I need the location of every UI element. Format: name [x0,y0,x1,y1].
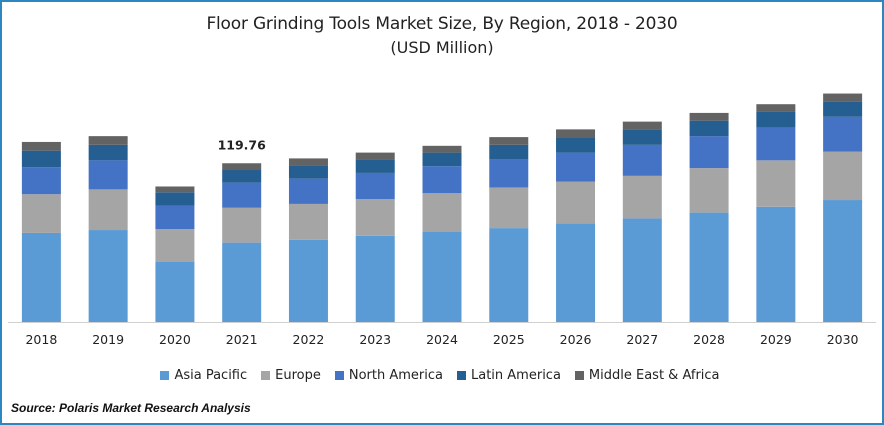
chart-legend: Asia Pacific Europe North America Latin Ame… [0,368,880,383]
bar-segment-2027-europe [622,175,662,219]
x-tick-label: 2025 [493,332,525,347]
bar-segment-2026-asia-pacific [556,223,596,322]
bar-segment-2021-latin-america [222,170,262,183]
bar-segment-2028-north-america [689,136,729,169]
bar-segment-2023-north-america [355,172,395,200]
bar-segment-2030-asia-pacific [823,200,863,322]
x-tick-label: 2020 [159,332,191,347]
x-tick-label: 2026 [560,332,592,347]
bar-segment-2021-asia-pacific [222,242,262,322]
bar-segment-2026-middle-east-africa [556,129,596,138]
bar-segment-2023-asia-pacific [355,235,395,322]
bar-segment-2022-asia-pacific [288,239,328,322]
bar-segment-2024-latin-america [422,152,462,167]
bar-segment-2021-north-america [222,182,262,208]
legend-swatch [160,371,170,380]
bar-segment-2026-latin-america [556,137,596,153]
legend-swatch [574,371,584,380]
legend-item-latin-america: Latin America [457,368,561,383]
legend-swatch [457,371,466,380]
legend-label: North America [348,368,443,383]
bar-segment-2023-middle-east-africa [355,152,395,160]
bar-segment-2020-north-america [155,205,195,230]
chart-title: Floor Grinding Tools Market Size, By Reg… [206,14,678,34]
bar-segment-2019-middle-east-africa [88,136,128,145]
bar-segment-2019-north-america [88,160,128,190]
x-tick-label: 2018 [25,332,57,347]
bar-segment-2025-asia-pacific [489,228,529,322]
x-tick-label: 2028 [693,332,725,347]
bar-segment-2021-middle-east-africa [222,163,262,171]
bar-segment-2030-north-america [823,116,863,152]
bar-segment-2027-middle-east-africa [622,121,662,130]
bar-segment-2025-middle-east-africa [489,137,529,145]
bar-segment-2019-asia-pacific [88,230,128,322]
x-tick-label: 2023 [359,332,391,347]
legend-label: Asia Pacific [174,368,248,383]
bar-segment-2026-europe [556,181,596,224]
bar-segment-2020-middle-east-africa [155,186,195,193]
legend-label: Europe [275,368,321,383]
bar-segment-2028-latin-america [689,120,729,137]
bar-segment-2019-europe [88,189,128,231]
bar-segment-2029-asia-pacific [756,206,796,322]
bar-segment-2022-north-america [288,178,328,204]
bar-segment-2029-europe [756,160,796,207]
bar-segment-2024-asia-pacific [422,231,462,322]
bar-segment-2022-latin-america [288,165,328,179]
bar-segment-2030-middle-east-africa [823,93,863,102]
x-tick-label: 2024 [426,332,458,347]
bar-segment-2024-north-america [422,166,462,194]
bar-segment-2020-asia-pacific [155,261,195,322]
legend-swatch [261,371,271,380]
bar-segment-2018-middle-east-africa [21,141,61,151]
bar-segment-2025-europe [489,187,529,229]
legend-swatch [334,371,344,380]
bar-segment-2023-europe [355,199,395,236]
bar-segment-2027-latin-america [622,129,662,145]
legend-item-europe: Europe [261,368,321,383]
bar-segment-2018-latin-america [21,150,61,168]
chart-subtitle: (USD Million) [390,38,494,57]
bar-segment-2023-latin-america [355,159,395,173]
x-tick-label: 2030 [827,332,859,347]
x-tick-label: 2019 [92,332,124,347]
bar-segment-2027-asia-pacific [622,218,662,322]
x-tick-label: 2029 [760,332,792,347]
bar-segment-2029-north-america [756,127,796,161]
x-tick-label: 2022 [293,332,325,347]
bar-segment-2029-middle-east-africa [756,104,796,112]
bar-segment-2018-asia-pacific [21,232,61,322]
bar-segment-2025-latin-america [489,144,529,160]
bar-segment-2025-north-america [489,159,529,188]
bar-segment-2028-asia-pacific [689,212,729,322]
bar-segment-2021-europe [222,207,262,243]
legend-item-middle-east-africa: Middle East & Africa [574,368,720,383]
bar-segment-2020-europe [155,229,195,262]
bar-segment-2027-north-america [622,144,662,176]
bar-segment-2024-middle-east-africa [422,145,462,153]
legend-label: Latin America [471,368,561,383]
legend-item-asia-pacific: Asia Pacific [160,368,247,383]
bar-segment-2022-europe [288,203,328,240]
source-note: Source: Polaris Market Research Analysis [11,401,251,415]
bar-segment-2030-latin-america [823,101,863,117]
bar-segment-2028-europe [689,168,729,213]
legend-label: Middle East & Africa [588,368,720,383]
bar-segment-2018-north-america [21,167,61,195]
bar-segment-2020-latin-america [155,192,195,206]
bar-segment-2030-europe [823,151,863,201]
data-label-2021: 119.76 [218,137,267,152]
bar-segment-2022-middle-east-africa [288,158,328,166]
x-tick-label: 2021 [226,332,258,347]
bar-segment-2026-north-america [556,152,596,182]
legend-item-north-america: North America [334,368,443,383]
x-tick-label: 2027 [626,332,658,347]
bar-segment-2028-middle-east-africa [689,112,729,121]
bar-segment-2024-europe [422,193,462,232]
bar-segment-2019-latin-america [88,144,128,161]
bar-segment-2018-europe [21,194,61,233]
bar-segment-2029-latin-america [756,111,796,128]
